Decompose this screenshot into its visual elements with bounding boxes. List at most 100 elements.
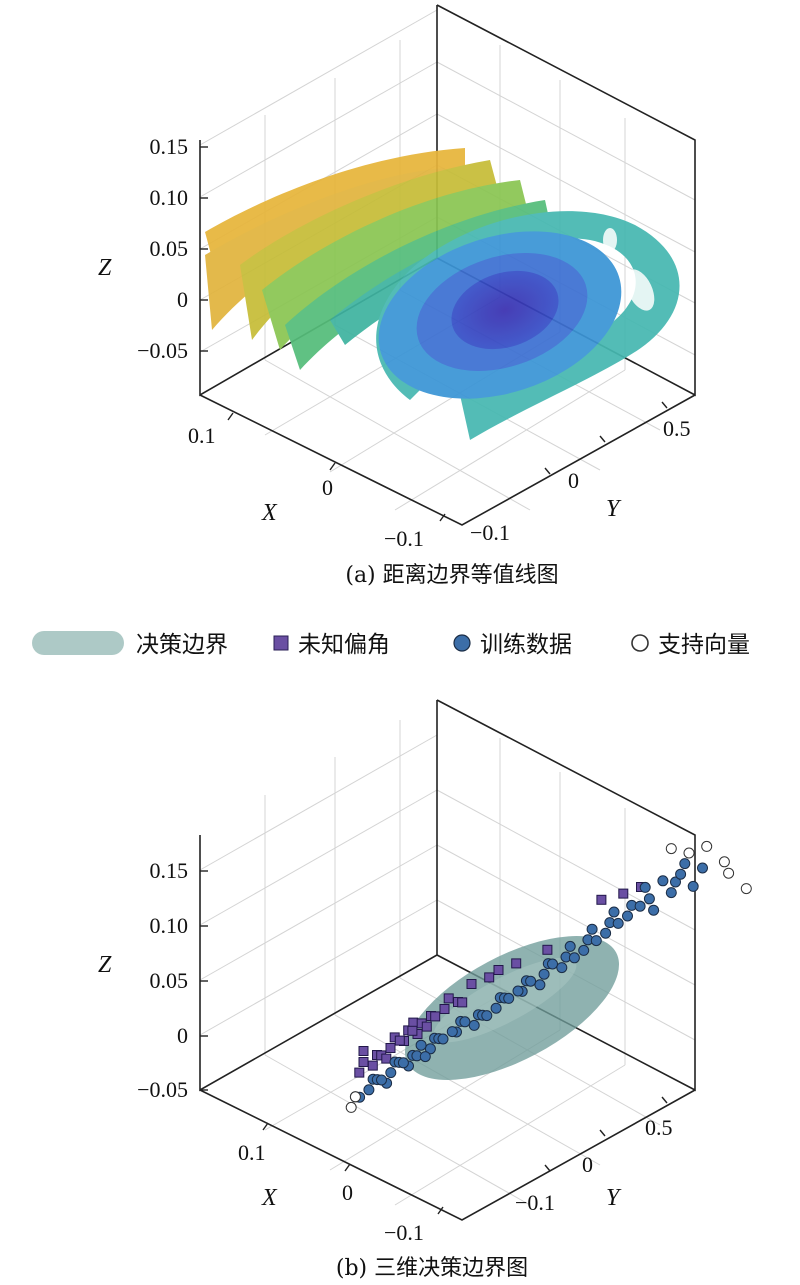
scatter-point <box>657 875 669 887</box>
y-tick-label: −0.1 <box>470 520 510 545</box>
legend-label: 未知偏角 <box>298 632 390 658</box>
scatter-point <box>408 1017 419 1028</box>
scatter-point <box>665 843 677 855</box>
scatter-point <box>596 894 607 905</box>
scatter-point <box>648 904 660 916</box>
scatter-point <box>534 979 546 991</box>
legend-label: 决策边界 <box>136 632 228 658</box>
scatter-point <box>446 1026 458 1038</box>
scatter-point <box>439 1004 450 1014</box>
scatter-point <box>385 1043 396 1053</box>
z-tick-label: 0.10 <box>150 913 189 938</box>
chart-b-box <box>199 699 696 1221</box>
scatter-point <box>394 1035 405 1046</box>
scatter-point <box>608 906 620 918</box>
scatter-point <box>484 972 495 983</box>
y-tick-label: 0.5 <box>663 416 691 441</box>
scatter-point <box>367 1060 378 1071</box>
scatter-point <box>639 881 651 893</box>
z-tick-label: 0.05 <box>150 236 189 261</box>
scatter-point <box>525 975 537 987</box>
scatter-point <box>670 876 681 888</box>
x-tick-label: 0.1 <box>188 423 216 448</box>
scatter-point <box>600 927 612 939</box>
z-tick-label: 0.10 <box>150 185 189 210</box>
z-axis-label: Z <box>98 952 112 978</box>
chart-b-zticks: 0.15 0.10 0.05 0 −0.05 Z <box>98 858 208 1102</box>
scatter-point <box>622 910 633 922</box>
scatter-point <box>415 1039 427 1051</box>
scatter-point <box>556 962 568 974</box>
z-tick-label: −0.05 <box>137 338 188 363</box>
scatter-point <box>481 1010 493 1022</box>
scatter-point <box>612 917 624 929</box>
y-tick-label: 0 <box>568 468 579 493</box>
scatter-point <box>590 935 602 947</box>
scatter-point <box>397 1057 409 1069</box>
chart-b-caption: (b) 三维决策边界图 <box>336 1256 528 1281</box>
chart-b-yticks: −0.1 0 0.5 Y <box>515 1096 673 1215</box>
y-axis-label: Y <box>606 1185 622 1211</box>
y-tick-label: 0 <box>582 1152 593 1177</box>
scatter-point <box>679 858 691 870</box>
scatter-point <box>634 900 646 912</box>
scatter-point <box>665 887 677 899</box>
z-tick-label: 0.15 <box>150 858 189 883</box>
scatter-point <box>490 1002 502 1014</box>
x-axis-label: X <box>261 1185 278 1211</box>
chart-a-yticks: −0.1 0 0.5 Y <box>470 401 691 545</box>
legend-swatch-unknown <box>273 635 289 651</box>
scatter-point <box>437 1033 449 1045</box>
x-tick-label: −0.1 <box>384 1220 424 1245</box>
z-tick-label: 0.15 <box>150 134 189 159</box>
scatter-point <box>430 1011 441 1022</box>
legend-swatch-sv <box>631 634 649 652</box>
scatter-point <box>675 868 687 880</box>
scatter-point <box>407 1025 418 1036</box>
scatter-point <box>697 862 708 874</box>
scatter-point <box>542 944 553 955</box>
scatter-point <box>421 1021 432 1032</box>
scatter-point <box>493 965 504 975</box>
scatter-point <box>466 979 477 989</box>
scatter-point <box>586 923 598 935</box>
scatter-point <box>358 1046 369 1056</box>
chart-b-xticks: 0.1 0 −0.1 X <box>238 1122 444 1245</box>
legend: 决策边界 未知偏角 训练数据 支持向量 <box>32 631 750 658</box>
scatter-point <box>503 992 515 1004</box>
chart-a-xticks: 0.1 0 −0.1 X <box>188 412 446 551</box>
scatter-point <box>547 958 558 970</box>
scatter-point <box>511 958 522 969</box>
scatter-point <box>643 893 655 905</box>
z-tick-label: −0.05 <box>137 1077 188 1102</box>
legend-label: 训练数据 <box>480 632 572 658</box>
chart-a-zticks: 0.15 0.10 0.05 0 −0.05 Z <box>98 134 208 363</box>
scatter-point <box>723 867 735 879</box>
z-tick-label: 0 <box>177 287 188 312</box>
scatter-point <box>419 1051 431 1063</box>
z-axis-label: Z <box>98 255 112 281</box>
scatter-point <box>578 944 590 956</box>
scatter-point <box>459 1016 471 1028</box>
chart-b: 0.15 0.10 0.05 0 −0.05 Z 0.1 0 −0.1 X −0… <box>98 699 752 1281</box>
scatter-point <box>687 880 699 892</box>
y-tick-label: −0.1 <box>515 1190 555 1215</box>
scatter-point <box>376 1074 387 1086</box>
x-tick-label: 0 <box>342 1180 353 1205</box>
scatter-point <box>457 997 468 1008</box>
scatter-point <box>358 1057 369 1067</box>
scatter-point <box>618 888 629 899</box>
scatter-point <box>564 940 576 952</box>
x-axis-label: X <box>261 500 278 526</box>
chart-a-surfaces <box>205 148 680 440</box>
scatter-point <box>345 1101 357 1113</box>
ring-hole <box>603 228 617 252</box>
contour-core <box>451 270 559 350</box>
scatter-point <box>538 968 550 980</box>
legend-swatch-boundary <box>32 631 124 655</box>
scatter-point <box>701 840 713 852</box>
scatter-point <box>354 1067 365 1078</box>
y-axis-label: Y <box>606 496 622 522</box>
chart-a-caption: (a) 距离边界等值线图 <box>345 563 558 588</box>
